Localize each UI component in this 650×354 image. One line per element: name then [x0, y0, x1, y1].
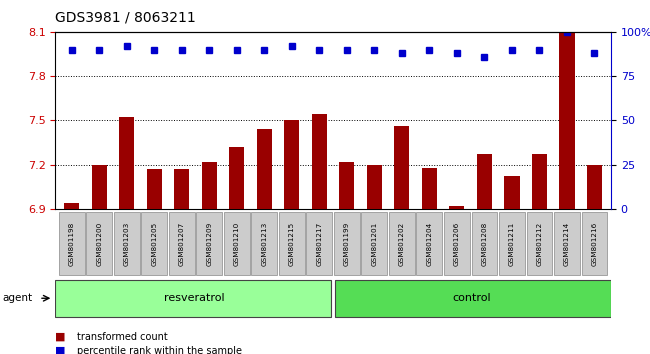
FancyBboxPatch shape — [554, 212, 580, 275]
Text: agent: agent — [2, 293, 32, 303]
FancyBboxPatch shape — [252, 212, 278, 275]
FancyBboxPatch shape — [141, 212, 167, 275]
Bar — [587, 165, 602, 209]
Bar — [477, 154, 492, 209]
Bar — [202, 162, 217, 209]
FancyBboxPatch shape — [224, 212, 250, 275]
FancyBboxPatch shape — [169, 212, 195, 275]
FancyBboxPatch shape — [55, 280, 331, 317]
Text: GSM801198: GSM801198 — [69, 221, 75, 266]
Bar — [312, 114, 327, 209]
Text: GSM801203: GSM801203 — [124, 221, 130, 266]
Bar — [92, 165, 107, 209]
Bar — [147, 169, 162, 209]
Text: ■: ■ — [55, 332, 66, 342]
Bar — [339, 162, 354, 209]
Bar — [229, 147, 244, 209]
FancyBboxPatch shape — [361, 212, 387, 275]
FancyBboxPatch shape — [86, 212, 112, 275]
FancyBboxPatch shape — [389, 212, 415, 275]
Bar — [532, 154, 547, 209]
Text: GSM801211: GSM801211 — [509, 221, 515, 266]
Bar — [449, 206, 465, 209]
Text: transformed count: transformed count — [77, 332, 168, 342]
FancyBboxPatch shape — [114, 212, 140, 275]
Text: resveratrol: resveratrol — [164, 293, 224, 303]
Text: ■: ■ — [55, 346, 66, 354]
Bar — [504, 176, 519, 209]
Bar — [284, 120, 300, 209]
Text: GSM801212: GSM801212 — [536, 221, 543, 266]
Text: GSM801215: GSM801215 — [289, 221, 295, 266]
Bar — [257, 129, 272, 209]
Bar — [367, 165, 382, 209]
Text: GSM801210: GSM801210 — [234, 221, 240, 266]
FancyBboxPatch shape — [471, 212, 497, 275]
Text: GSM801214: GSM801214 — [564, 221, 570, 266]
FancyBboxPatch shape — [59, 212, 84, 275]
Text: percentile rank within the sample: percentile rank within the sample — [77, 346, 242, 354]
Text: GSM801217: GSM801217 — [317, 221, 322, 266]
Bar — [64, 203, 79, 209]
Text: GDS3981 / 8063211: GDS3981 / 8063211 — [55, 11, 196, 25]
Text: control: control — [453, 293, 491, 303]
FancyBboxPatch shape — [306, 212, 332, 275]
FancyBboxPatch shape — [334, 212, 360, 275]
Text: GSM801204: GSM801204 — [426, 221, 432, 266]
Bar — [119, 118, 135, 209]
FancyBboxPatch shape — [444, 212, 470, 275]
Text: GSM801200: GSM801200 — [96, 221, 102, 266]
Text: GSM801209: GSM801209 — [206, 221, 213, 266]
Text: GSM801206: GSM801206 — [454, 221, 460, 266]
Text: GSM801208: GSM801208 — [482, 221, 488, 266]
Text: GSM801216: GSM801216 — [592, 221, 597, 266]
FancyBboxPatch shape — [196, 212, 222, 275]
FancyBboxPatch shape — [582, 212, 607, 275]
Bar — [422, 167, 437, 209]
Text: GSM801213: GSM801213 — [261, 221, 267, 266]
FancyBboxPatch shape — [526, 212, 552, 275]
FancyBboxPatch shape — [499, 212, 525, 275]
Text: GSM801201: GSM801201 — [371, 221, 378, 266]
Text: GSM801199: GSM801199 — [344, 221, 350, 266]
Bar — [560, 33, 575, 209]
FancyBboxPatch shape — [335, 280, 611, 317]
Bar — [174, 169, 189, 209]
Text: GSM801205: GSM801205 — [151, 221, 157, 266]
Bar — [395, 126, 410, 209]
Text: GSM801207: GSM801207 — [179, 221, 185, 266]
FancyBboxPatch shape — [417, 212, 443, 275]
Text: GSM801202: GSM801202 — [399, 221, 405, 266]
FancyBboxPatch shape — [279, 212, 305, 275]
